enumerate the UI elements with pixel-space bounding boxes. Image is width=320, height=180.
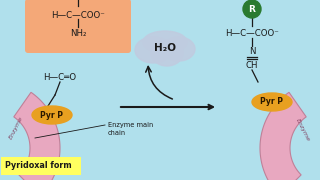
Text: H₂O: H₂O xyxy=(154,43,176,53)
Text: Enzyme: Enzyme xyxy=(295,118,311,142)
Text: CH: CH xyxy=(246,62,258,71)
Text: H—C═O: H—C═O xyxy=(44,73,76,82)
Text: Pyr P: Pyr P xyxy=(41,111,63,120)
Ellipse shape xyxy=(151,40,183,66)
Text: Enzyme main
chain: Enzyme main chain xyxy=(108,122,153,136)
Text: Pyridoxal form: Pyridoxal form xyxy=(5,161,72,170)
Polygon shape xyxy=(260,92,306,180)
Text: H—C—COO⁻: H—C—COO⁻ xyxy=(51,12,105,21)
Polygon shape xyxy=(14,92,60,180)
Ellipse shape xyxy=(163,37,195,61)
Text: N: N xyxy=(249,48,255,57)
Ellipse shape xyxy=(135,37,171,63)
Text: Enzyme: Enzyme xyxy=(8,116,24,140)
Text: R: R xyxy=(249,4,255,14)
Text: NH₂: NH₂ xyxy=(70,28,86,37)
FancyBboxPatch shape xyxy=(25,0,131,53)
Ellipse shape xyxy=(32,106,72,124)
FancyBboxPatch shape xyxy=(1,157,81,175)
Text: H—C—COO⁻: H—C—COO⁻ xyxy=(225,30,279,39)
Ellipse shape xyxy=(252,93,292,111)
Text: Pyr P: Pyr P xyxy=(260,98,284,107)
Ellipse shape xyxy=(143,31,187,53)
Circle shape xyxy=(243,0,261,18)
